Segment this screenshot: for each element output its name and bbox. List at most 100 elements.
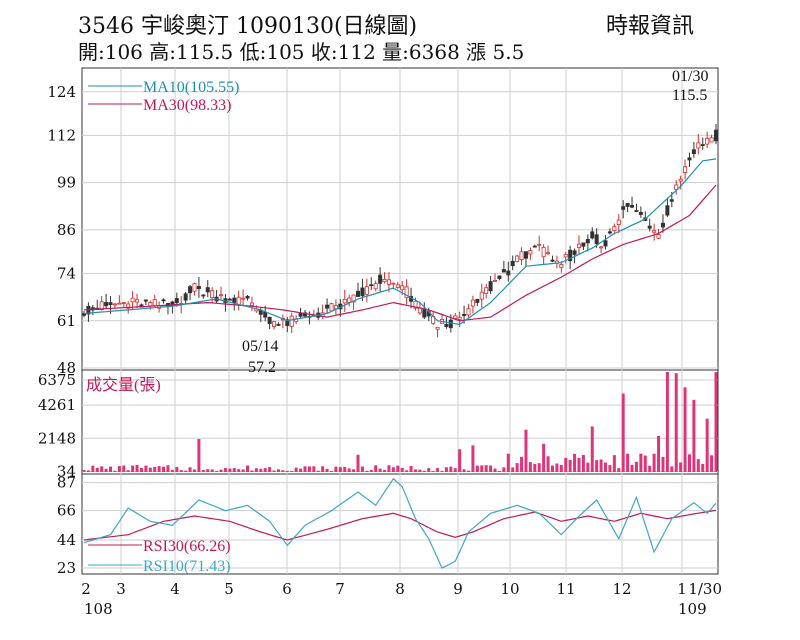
candle-body bbox=[541, 246, 546, 258]
candle-body bbox=[488, 281, 493, 292]
candle-body bbox=[298, 313, 303, 317]
volume-bar bbox=[201, 470, 205, 472]
candle-body bbox=[638, 211, 643, 215]
year-label: 108 bbox=[84, 600, 113, 618]
volume-bar bbox=[82, 470, 86, 472]
candle-body bbox=[356, 290, 361, 297]
price-tick-label: 74 bbox=[57, 265, 76, 283]
candle-body bbox=[603, 240, 608, 247]
volume-bar bbox=[475, 465, 479, 472]
volume-bar bbox=[714, 372, 718, 472]
volume-bar bbox=[294, 467, 298, 472]
candle-body bbox=[117, 302, 122, 305]
candle-body bbox=[696, 142, 701, 149]
volume-bar bbox=[528, 462, 532, 472]
candle-body bbox=[665, 205, 670, 216]
candle-body bbox=[126, 303, 131, 309]
volume-bar bbox=[206, 469, 210, 472]
candle-body bbox=[404, 286, 409, 298]
volume-bar bbox=[299, 468, 303, 472]
high-value-annotation: 115.5 bbox=[672, 87, 707, 104]
candle-body bbox=[325, 304, 330, 309]
volume-bar bbox=[215, 470, 219, 472]
price-tick-label: 112 bbox=[47, 126, 76, 144]
volume-bar bbox=[157, 466, 161, 472]
candle-body bbox=[108, 302, 113, 306]
volume-bar bbox=[595, 460, 599, 472]
price-tick-label: 61 bbox=[57, 312, 76, 330]
candle-body bbox=[342, 298, 347, 304]
candle-body bbox=[382, 279, 387, 283]
rsi30-line bbox=[83, 509, 717, 541]
candle-body bbox=[700, 144, 705, 146]
volume-bar bbox=[241, 469, 245, 472]
candle-body bbox=[373, 283, 378, 290]
candle-body bbox=[647, 225, 652, 229]
volume-bar bbox=[259, 468, 263, 472]
volume-bar bbox=[347, 468, 351, 472]
volume-bar bbox=[135, 464, 139, 472]
candle-body bbox=[395, 284, 400, 288]
candle-body bbox=[232, 297, 237, 303]
volume-bar bbox=[621, 393, 625, 472]
candle-body bbox=[691, 149, 696, 155]
volume-bar bbox=[471, 445, 475, 472]
candle-body bbox=[493, 279, 498, 282]
candle-body bbox=[135, 299, 140, 303]
volume-bar bbox=[639, 453, 643, 472]
rsi-tick-label: 44 bbox=[57, 531, 76, 549]
volume-bar bbox=[104, 468, 108, 472]
volume-bar bbox=[100, 466, 104, 472]
volume-bar bbox=[657, 435, 661, 472]
volume-bar bbox=[329, 470, 333, 472]
volume-bar bbox=[131, 465, 135, 472]
candle-body bbox=[634, 210, 639, 212]
volume-bar bbox=[232, 468, 236, 472]
candle-body bbox=[378, 274, 383, 284]
rsi10-line bbox=[83, 477, 717, 569]
candle-body bbox=[347, 297, 352, 303]
candle-body bbox=[660, 222, 665, 228]
volume-bar bbox=[321, 466, 325, 472]
volume-bar bbox=[710, 455, 714, 472]
volume-bar bbox=[458, 449, 462, 472]
volume-bar bbox=[281, 470, 285, 472]
volume-bar bbox=[263, 468, 267, 472]
volume-bar bbox=[95, 467, 99, 472]
candle-body bbox=[621, 206, 626, 210]
month-label: 5 bbox=[224, 580, 234, 598]
candle-body bbox=[532, 245, 537, 248]
candle-body bbox=[413, 300, 418, 309]
volume-bar bbox=[272, 470, 276, 472]
candle-body bbox=[249, 302, 254, 306]
volume-bar bbox=[383, 470, 387, 472]
candle-body bbox=[400, 285, 405, 291]
volume-bar bbox=[113, 470, 117, 472]
candle-body bbox=[121, 302, 126, 304]
candle-body bbox=[674, 184, 679, 190]
candle-body bbox=[245, 295, 250, 299]
gridlines bbox=[82, 68, 718, 574]
volume-bar bbox=[555, 463, 559, 472]
volume-bar bbox=[696, 459, 700, 472]
volume-bar bbox=[546, 456, 550, 472]
candle-body bbox=[484, 287, 489, 295]
volume-bar bbox=[86, 470, 90, 472]
candle-body bbox=[669, 199, 674, 202]
volume-bar bbox=[334, 466, 338, 472]
volume-bar bbox=[550, 465, 554, 472]
volume-bar bbox=[537, 463, 541, 472]
candle-body bbox=[161, 299, 166, 302]
volume-bar bbox=[515, 463, 519, 472]
volume-bar bbox=[577, 457, 581, 472]
candle-body bbox=[205, 287, 210, 293]
candle-body bbox=[466, 308, 471, 316]
volume-bar bbox=[467, 470, 471, 472]
volume-bar bbox=[564, 457, 568, 472]
candle-body bbox=[678, 178, 683, 182]
rsi30-legend: RSI30(66.26) bbox=[143, 538, 231, 555]
candle-body bbox=[130, 297, 135, 303]
volume-bar bbox=[175, 467, 179, 472]
volume-bar bbox=[307, 466, 311, 472]
